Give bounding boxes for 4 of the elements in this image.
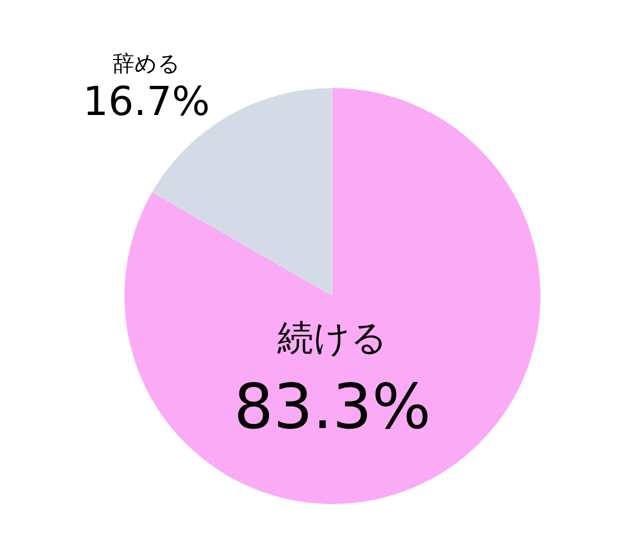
slice-label: 続ける xyxy=(276,318,388,360)
data-label: 16.7% xyxy=(82,79,210,126)
slice-label: 辞める xyxy=(112,52,180,77)
data-label: 83.3% xyxy=(234,370,431,444)
